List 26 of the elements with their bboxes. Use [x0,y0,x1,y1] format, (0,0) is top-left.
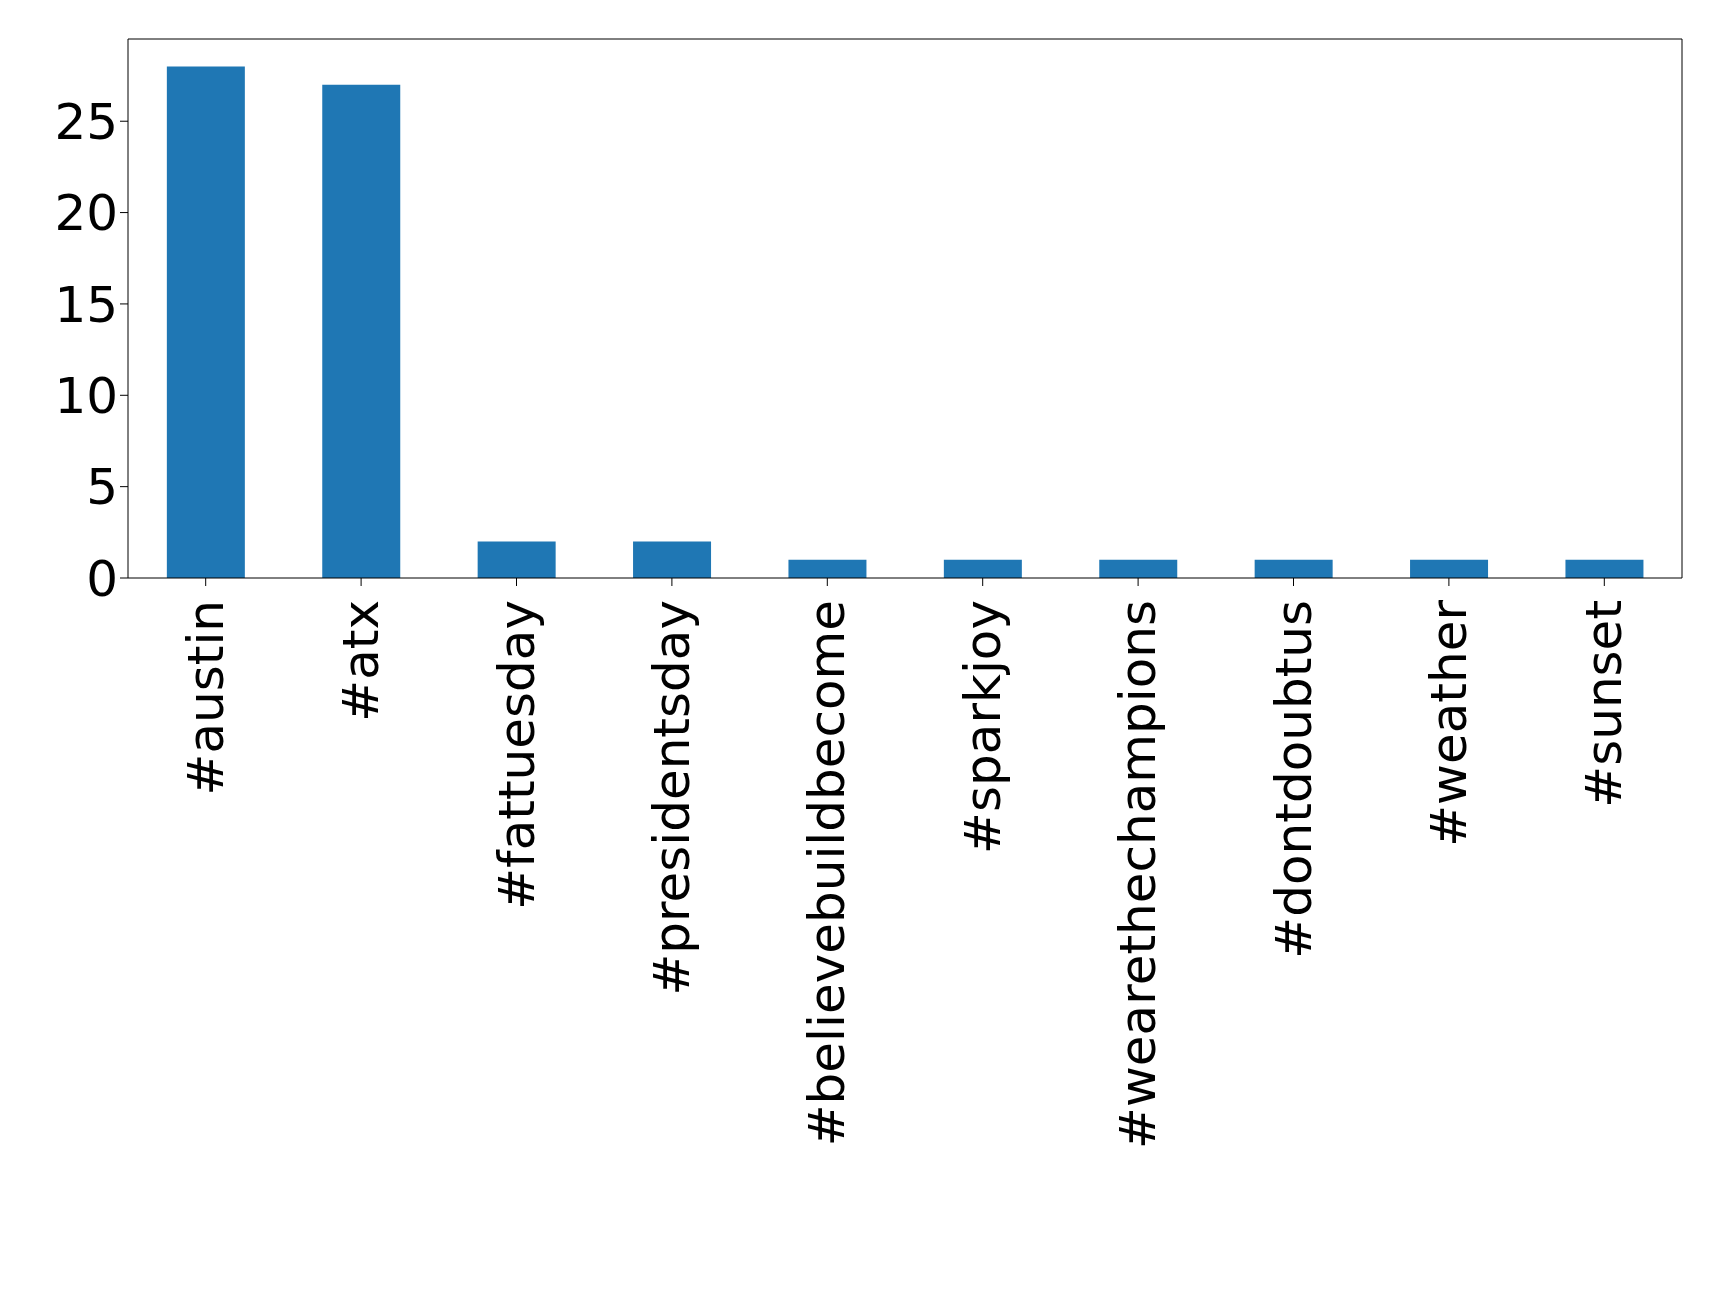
y-tick-label: 15 [54,275,118,334]
x-tick-label: #believebuildbecome [798,600,857,1147]
y-tick-label: 5 [86,458,118,517]
x-tick-label: #wearethechampions [1109,600,1168,1149]
bar [477,541,556,578]
bar [322,84,401,578]
x-tick-label: #weather [1419,599,1478,847]
x-tick-label: #fattuesday [487,600,546,910]
bar [1565,559,1644,578]
y-tick-label: 0 [86,549,118,608]
bar [1410,559,1489,578]
bar [943,559,1022,578]
y-tick-label: 20 [54,184,118,243]
bar [788,559,867,578]
x-tick-label: #atx [332,600,391,722]
bar [1254,559,1333,578]
x-tick-label: #sunset [1575,600,1634,808]
bar [1099,559,1178,578]
bar [166,66,245,578]
x-tick-label: #sparkjoy [953,600,1012,854]
bar [633,541,712,578]
x-tick-label: #presidentsday [642,600,701,996]
y-tick-label: 25 [54,92,118,151]
x-tick-label: #dontdoubtus [1264,600,1323,959]
x-tick-label: #austin [176,600,235,796]
y-tick-label: 10 [54,367,118,426]
